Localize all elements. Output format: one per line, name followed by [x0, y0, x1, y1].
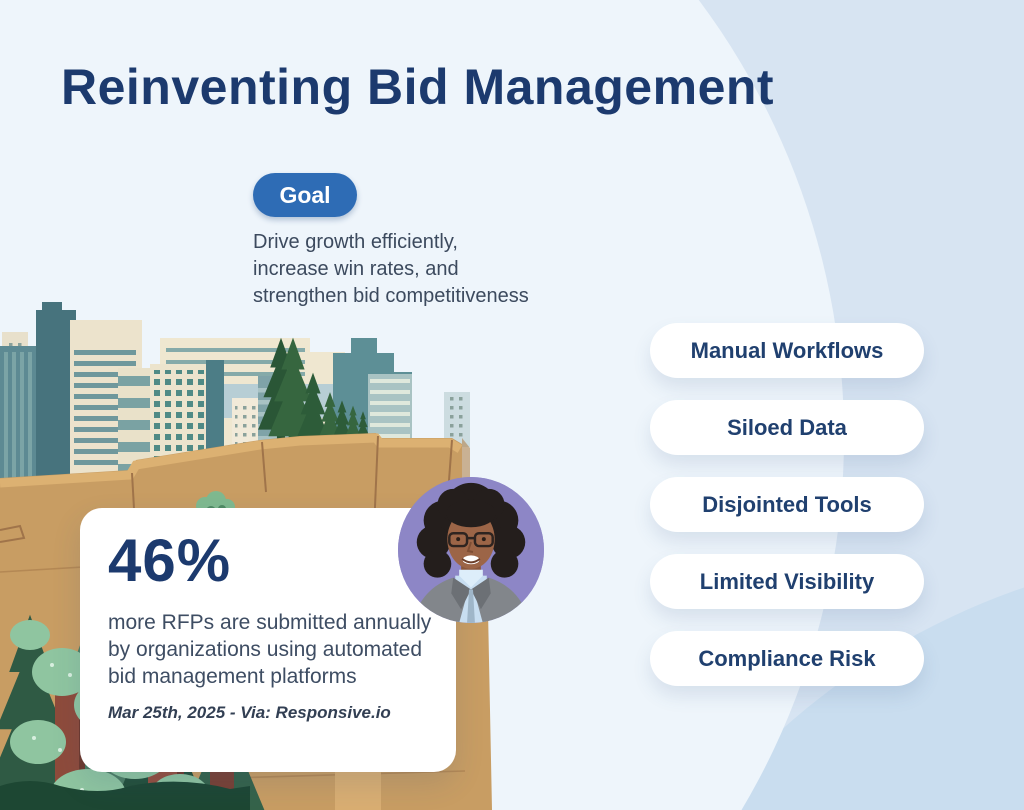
- challenge-pill-label: Compliance Risk: [698, 645, 876, 671]
- goal-description: Drive growth efficiently, increase win r…: [253, 231, 529, 307]
- presenter-avatar: [398, 477, 544, 623]
- page-title: Reinventing Bid Management: [61, 59, 775, 115]
- challenge-pill-limited-visibility[interactable]: Limited Visibility: [650, 554, 924, 609]
- goal-badge: Goal: [253, 173, 357, 217]
- challenge-pill-compliance-risk[interactable]: Compliance Risk: [650, 631, 924, 686]
- challenge-pill-label: Manual Workflows: [690, 337, 884, 363]
- challenge-pill-label: Limited Visibility: [699, 568, 875, 594]
- stat-value: 46%: [108, 527, 232, 594]
- challenge-pill-siloed-data[interactable]: Siloed Data: [650, 400, 924, 455]
- presenter-portrait-icon: [398, 477, 544, 623]
- challenge-pill-manual-workflows[interactable]: Manual Workflows: [650, 323, 924, 378]
- challenge-pill-label: Siloed Data: [727, 414, 847, 440]
- stat-description: more RFPs are submitted annually by orga…: [108, 611, 432, 688]
- challenge-pill-disjointed-tools[interactable]: Disjointed Tools: [650, 477, 924, 532]
- goal-badge-label: Goal: [279, 181, 331, 208]
- challenge-pill-label: Disjointed Tools: [702, 491, 872, 517]
- stat-card: 46% more RFPs are submitted annually by …: [80, 508, 456, 772]
- stat-source: Mar 25th, 2025 - Via: Responsive.io: [108, 703, 391, 722]
